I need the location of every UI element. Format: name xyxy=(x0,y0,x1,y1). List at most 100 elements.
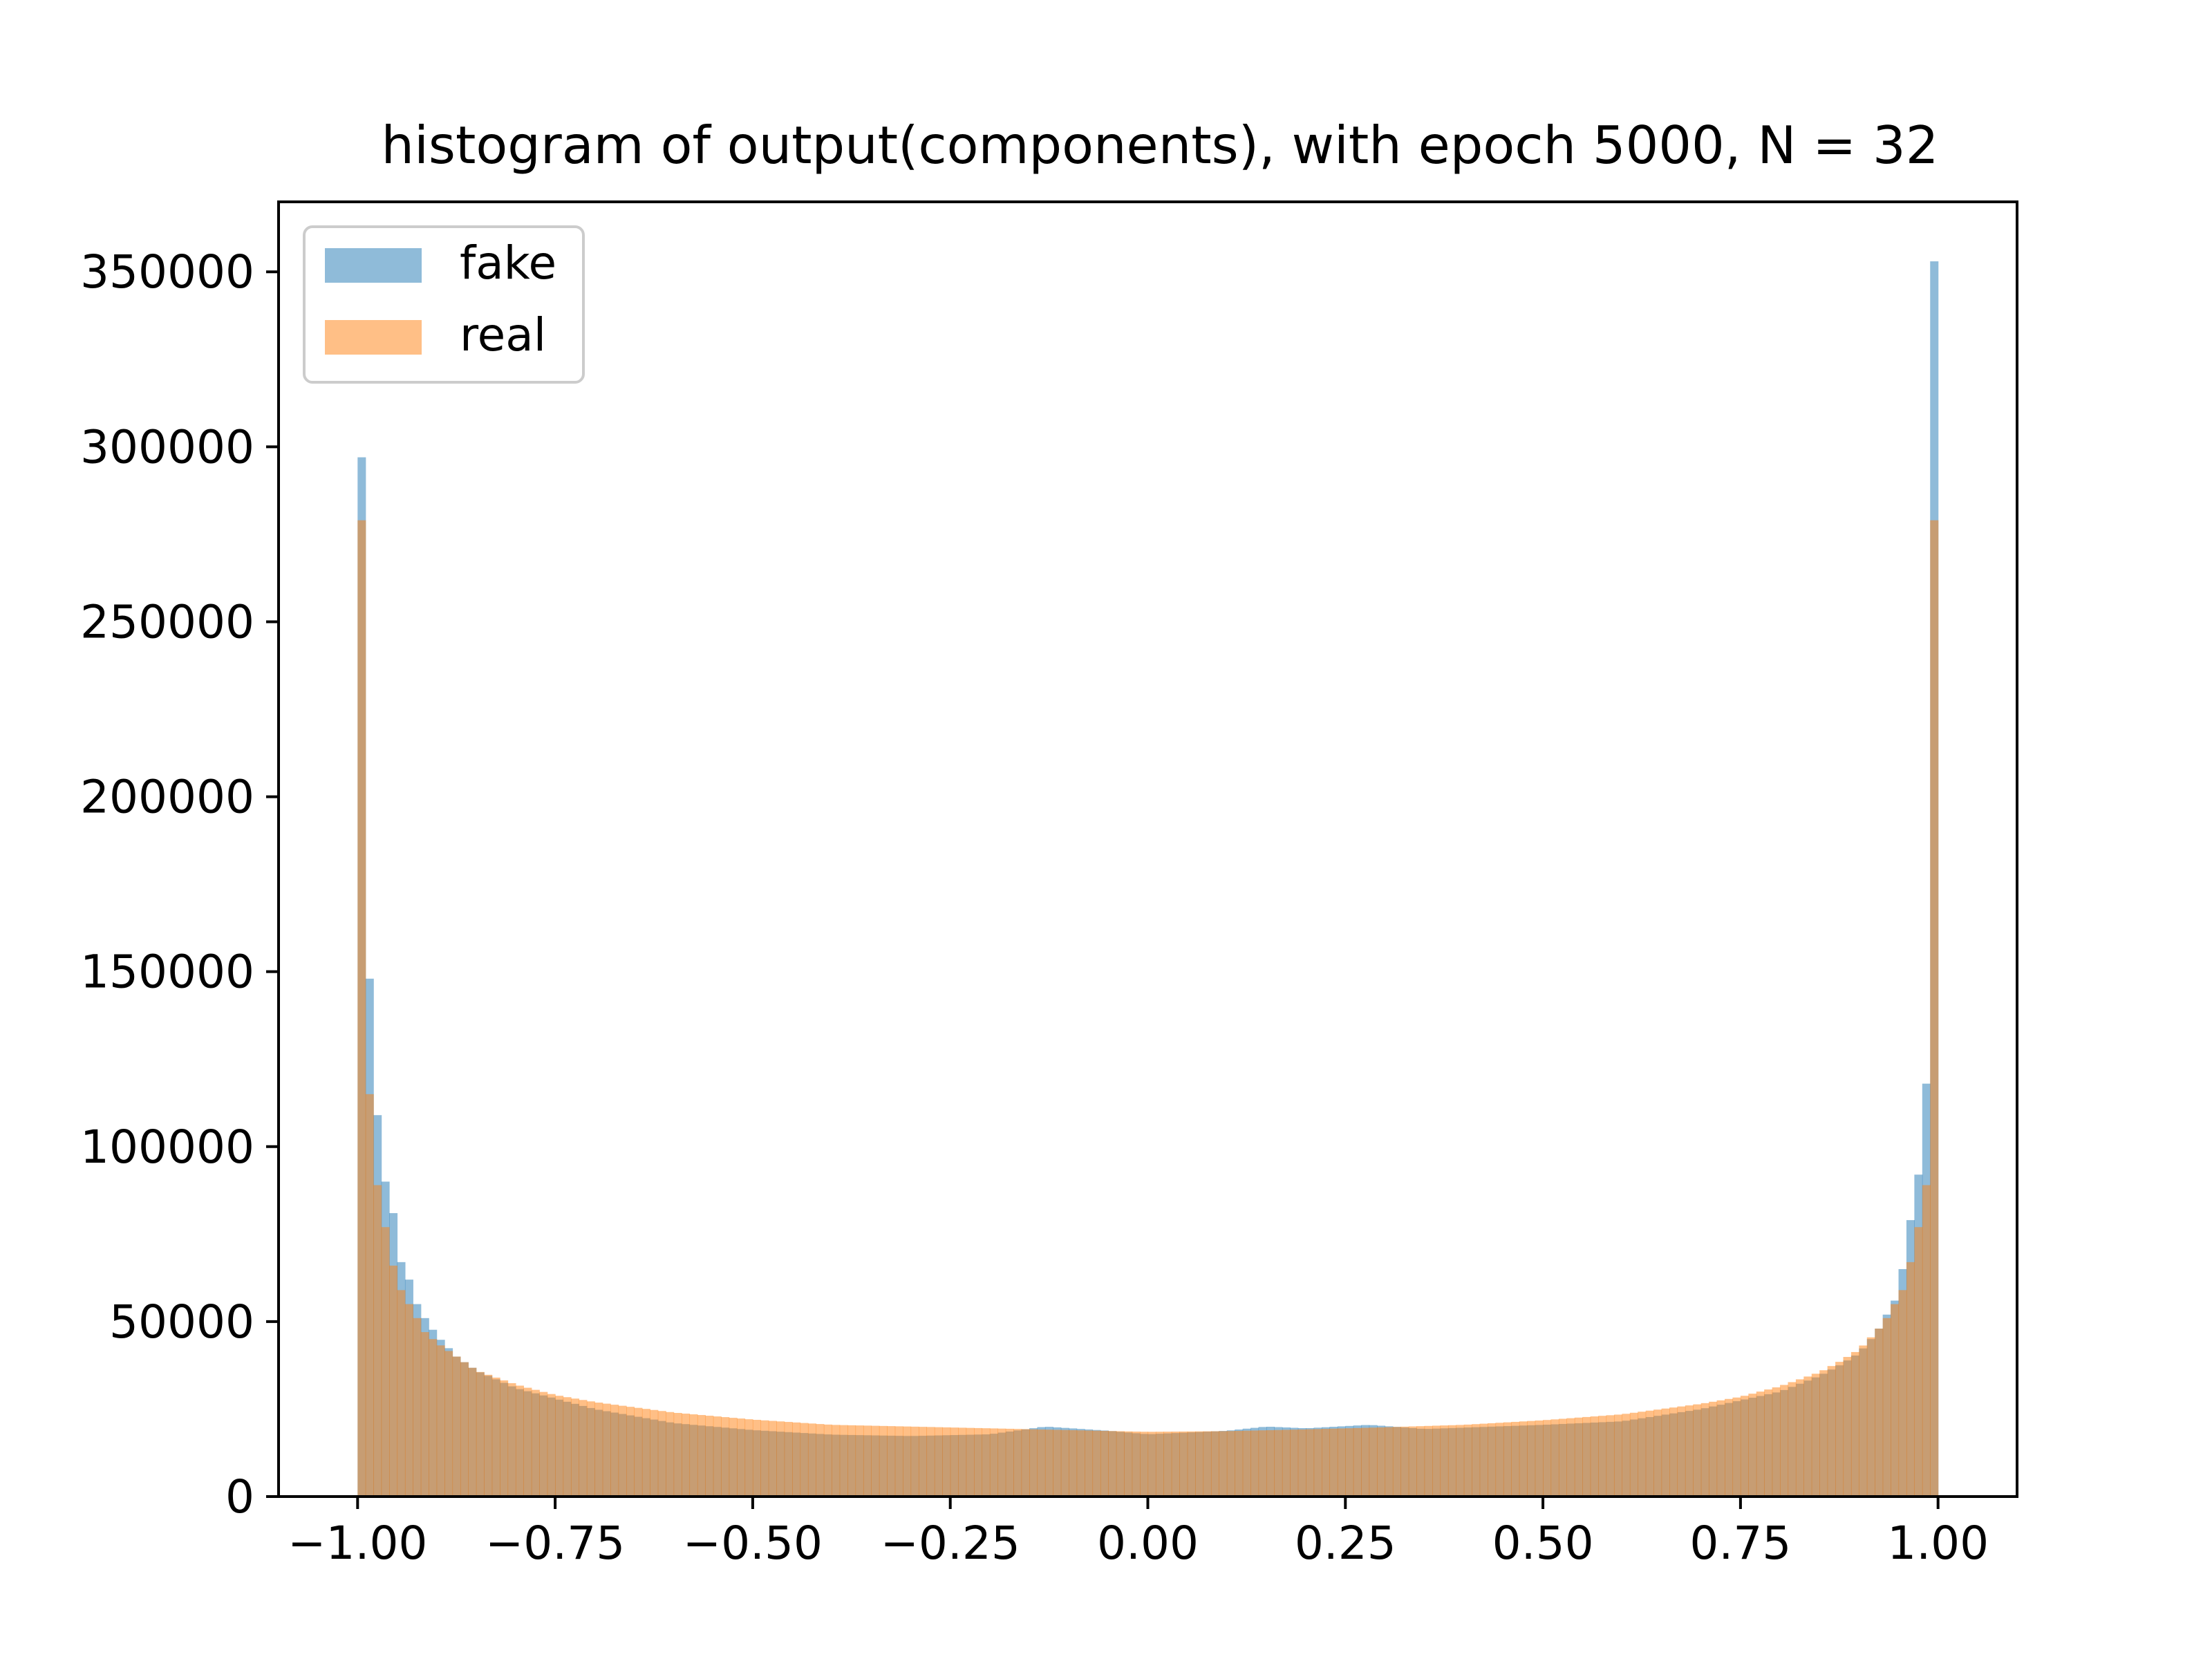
bar-real xyxy=(776,1421,785,1497)
bar-real xyxy=(1788,1382,1797,1497)
bar-real xyxy=(1361,1427,1370,1497)
bar-real xyxy=(1290,1430,1299,1497)
bar-real xyxy=(1155,1432,1164,1497)
bar-real xyxy=(634,1407,643,1497)
bar-real xyxy=(1598,1416,1607,1497)
bar-real xyxy=(910,1426,919,1497)
x-tick-label: 0.25 xyxy=(1295,1517,1396,1570)
legend-swatch-fake xyxy=(325,248,422,283)
bar-real xyxy=(1677,1406,1686,1497)
bar-real xyxy=(1100,1430,1109,1497)
bar-real xyxy=(1092,1430,1101,1497)
bar-real xyxy=(839,1425,848,1497)
bar-real xyxy=(500,1380,509,1497)
bar-real xyxy=(1819,1370,1828,1497)
bar-real xyxy=(903,1426,912,1497)
bar-real xyxy=(1811,1374,1820,1497)
bar-real xyxy=(934,1427,943,1497)
bar-real xyxy=(1716,1400,1725,1497)
bar-real xyxy=(507,1382,516,1497)
bar-real xyxy=(1550,1419,1559,1497)
bar-real xyxy=(1930,520,1939,1497)
bar-real xyxy=(1622,1414,1631,1497)
bar-real xyxy=(610,1405,619,1497)
bar-real xyxy=(1242,1430,1251,1497)
bar-real xyxy=(1566,1418,1575,1497)
bar-real xyxy=(1613,1414,1623,1497)
bar-real xyxy=(1313,1429,1322,1497)
bar-real xyxy=(1116,1431,1125,1497)
bar-real xyxy=(1866,1337,1875,1497)
x-tick-label: −1.00 xyxy=(288,1517,427,1570)
bar-real xyxy=(1416,1426,1425,1497)
bar-real xyxy=(1171,1432,1180,1497)
bar-real xyxy=(697,1415,706,1497)
y-tick-label: 350000 xyxy=(80,245,254,299)
y-tick-label: 50000 xyxy=(109,1295,254,1349)
bar-real xyxy=(373,1185,382,1497)
bar-real xyxy=(800,1423,809,1497)
bar-real xyxy=(1124,1431,1133,1497)
bar-real xyxy=(1590,1416,1599,1497)
bar-real xyxy=(1558,1418,1567,1497)
bar-real xyxy=(1511,1421,1520,1497)
bar-real xyxy=(1495,1423,1504,1497)
bar-real xyxy=(737,1418,746,1497)
bar-real xyxy=(1629,1412,1638,1497)
legend-label-real: real xyxy=(460,308,546,362)
bar-real xyxy=(784,1422,793,1497)
bar-real xyxy=(1005,1428,1014,1497)
bar-real xyxy=(1076,1430,1085,1497)
bar-real xyxy=(1693,1404,1702,1497)
bar-real xyxy=(879,1425,888,1497)
bar-real xyxy=(1835,1362,1844,1497)
bar-real xyxy=(563,1397,572,1497)
bar-real xyxy=(397,1290,406,1497)
bar-real xyxy=(586,1401,595,1497)
bar-real xyxy=(1638,1412,1647,1497)
bar-real xyxy=(887,1426,896,1497)
bar-real xyxy=(863,1425,872,1497)
bar-real xyxy=(641,1409,650,1497)
y-tick-label: 300000 xyxy=(80,420,254,474)
bar-real xyxy=(1843,1357,1852,1497)
chart-title: histogram of output(components), with ep… xyxy=(382,115,1939,176)
bar-real xyxy=(404,1304,413,1497)
bar-real xyxy=(1147,1432,1156,1497)
bar-real xyxy=(1021,1429,1030,1497)
bar-real xyxy=(1108,1431,1117,1497)
bar-real xyxy=(1685,1405,1694,1497)
bar-real xyxy=(768,1421,777,1497)
bar-real xyxy=(539,1391,548,1497)
bar-real xyxy=(1329,1428,1338,1497)
bar-real xyxy=(729,1418,738,1497)
bar-real xyxy=(721,1417,730,1497)
bar-real xyxy=(1235,1430,1244,1497)
bar-real xyxy=(1432,1425,1441,1497)
bar-real xyxy=(713,1416,722,1497)
bar-real xyxy=(1661,1408,1670,1497)
bar-real xyxy=(1274,1430,1283,1497)
bar-real xyxy=(1882,1318,1891,1497)
bar-real xyxy=(1258,1430,1267,1497)
bar-real xyxy=(444,1351,453,1497)
bar-real xyxy=(918,1427,928,1497)
bar-real xyxy=(1803,1376,1812,1497)
bar-real xyxy=(1377,1427,1386,1497)
bar-real xyxy=(982,1428,991,1497)
bar-real xyxy=(1732,1397,1741,1497)
bar-real xyxy=(832,1425,841,1497)
bar-real xyxy=(1859,1345,1868,1497)
bar-real xyxy=(816,1424,825,1497)
bar-real xyxy=(1179,1431,1188,1497)
bar-real xyxy=(1709,1401,1718,1497)
bar-real xyxy=(974,1427,983,1497)
bar-real xyxy=(1700,1403,1709,1497)
bar-real xyxy=(1850,1351,1859,1497)
bar-real xyxy=(484,1374,493,1497)
bar-real xyxy=(579,1400,588,1497)
bar-real xyxy=(847,1425,856,1497)
histogram-bars xyxy=(357,261,1939,1497)
bar-real xyxy=(468,1367,477,1497)
